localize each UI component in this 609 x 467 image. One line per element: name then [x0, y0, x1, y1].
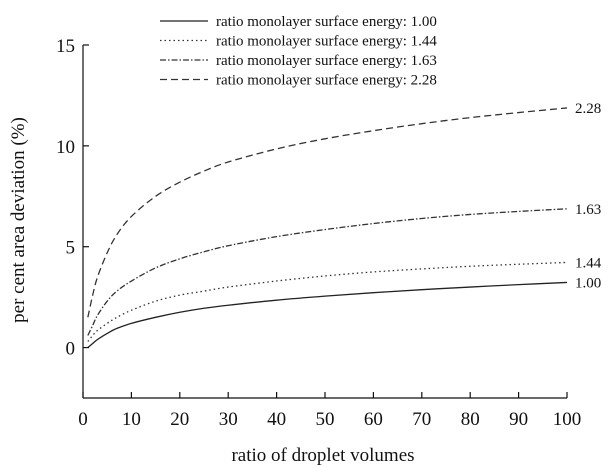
plot-area: 1.00 1.44 1.63 2.28: [87, 101, 602, 349]
axes: 0 10 20 30 40 50 60 70 80 90 100 0 5 10 15: [56, 36, 581, 430]
legend: ratio monolayer surface energy: 1.00 rati…: [160, 14, 437, 89]
series-end-label: 1.44: [575, 255, 602, 271]
y-tick-label: 15: [56, 36, 75, 57]
legend-label: ratio monolayer surface energy: 1.63: [216, 53, 437, 69]
series-line: [87, 261, 568, 342]
x-tick-label: 10: [122, 409, 141, 430]
series-end-label: 2.28: [575, 101, 601, 117]
x-tick-label: 40: [267, 409, 286, 430]
legend-label: ratio monolayer surface energy: 2.28: [216, 73, 437, 89]
x-tick-label: 30: [219, 409, 238, 430]
x-tick-label: 20: [170, 409, 189, 430]
x-tick-label: 0: [78, 409, 88, 430]
x-tick-label: 80: [461, 409, 480, 430]
series-end-label: 1.63: [575, 202, 601, 218]
x-axis-title: ratio of droplet volumes: [231, 445, 414, 466]
y-tick-label: 5: [66, 238, 76, 259]
x-tick-label: 60: [364, 409, 383, 430]
x-tick-label: 50: [316, 409, 335, 430]
y-tick-label: 10: [56, 137, 75, 158]
x-tick-label: 90: [509, 409, 528, 430]
legend-label: ratio monolayer surface energy: 1.44: [216, 34, 437, 50]
series-line: [87, 281, 568, 349]
series-end-label: 1.00: [575, 275, 601, 291]
x-tick-label: 70: [412, 409, 431, 430]
y-tick-label: 0: [66, 339, 76, 360]
series-line: [87, 208, 568, 336]
x-tick-label: 100: [553, 409, 582, 430]
legend-label: ratio monolayer surface energy: 1.00: [216, 14, 437, 30]
y-axis-title: per cent area deviation (%): [8, 117, 29, 323]
series-line: [87, 107, 568, 318]
